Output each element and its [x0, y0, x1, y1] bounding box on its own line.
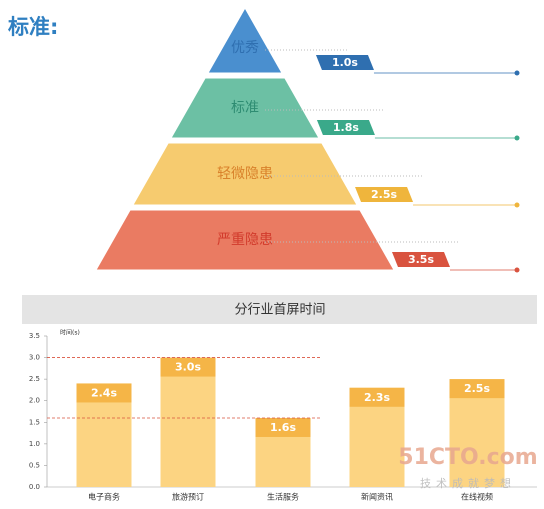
bar-cap: [255, 417, 311, 437]
bar-cap: [349, 387, 405, 407]
y-tick-label: 2.5: [29, 375, 40, 383]
guide-dot: [514, 70, 520, 76]
watermark: 技术成就梦想: [420, 476, 516, 490]
x-tick-label: 生活服务: [267, 492, 299, 502]
value-label: 1.6s: [270, 421, 296, 434]
bar: [160, 357, 216, 487]
bar-cap: [449, 379, 505, 399]
y-axis-label: 时间(s): [60, 329, 80, 337]
y-tick-label: 3.5: [29, 332, 40, 340]
pyramid-level: [132, 142, 358, 206]
watermark: 51CTO.com: [398, 445, 537, 470]
pyramid-title: 标准:: [8, 15, 58, 39]
bar-cap: [160, 357, 216, 377]
time-label: 1.8s: [333, 121, 359, 134]
bar-header: [22, 295, 537, 324]
x-tick-label: 新闻资讯: [361, 492, 393, 502]
time-tag: [355, 187, 414, 202]
time-tag: [392, 252, 450, 267]
time-label: 3.5s: [408, 253, 434, 266]
time-tag: [315, 55, 374, 70]
x-tick-label: 旅游预订: [172, 492, 204, 502]
bar-title: 分行业首屏时间: [234, 303, 325, 318]
pyramid-level: [207, 6, 283, 74]
y-tick-label: 1.0: [29, 440, 40, 448]
y-tick-label: 2.0: [29, 397, 40, 405]
y-tick-label: 0.5: [29, 461, 40, 469]
y-tick-label: 0.0: [29, 483, 40, 491]
bar-cap: [76, 383, 132, 403]
time-tag: [316, 120, 375, 135]
value-label: 2.5s: [464, 382, 490, 395]
y-tick-label: 3.0: [29, 354, 40, 362]
time-label: 1.0s: [332, 56, 358, 69]
value-label: 2.3s: [364, 391, 390, 404]
level-label: 标准: [231, 100, 259, 116]
x-tick-label: 电子商务: [88, 492, 120, 502]
pyramid-level: [170, 77, 320, 139]
level-label: 轻微隐患: [217, 166, 273, 182]
guide-dot: [514, 267, 520, 273]
x-tick-label: 在线视频: [461, 492, 493, 502]
y-tick-label: 1.5: [29, 418, 40, 426]
pyramid-level: [95, 209, 395, 271]
time-label: 2.5s: [371, 188, 397, 201]
guide-dot: [514, 202, 520, 208]
value-label: 2.4s: [91, 386, 117, 399]
guide-dot: [514, 135, 520, 141]
value-label: 3.0s: [175, 361, 201, 374]
level-label: 严重隐患: [217, 232, 273, 248]
level-label: 优秀: [231, 40, 259, 56]
